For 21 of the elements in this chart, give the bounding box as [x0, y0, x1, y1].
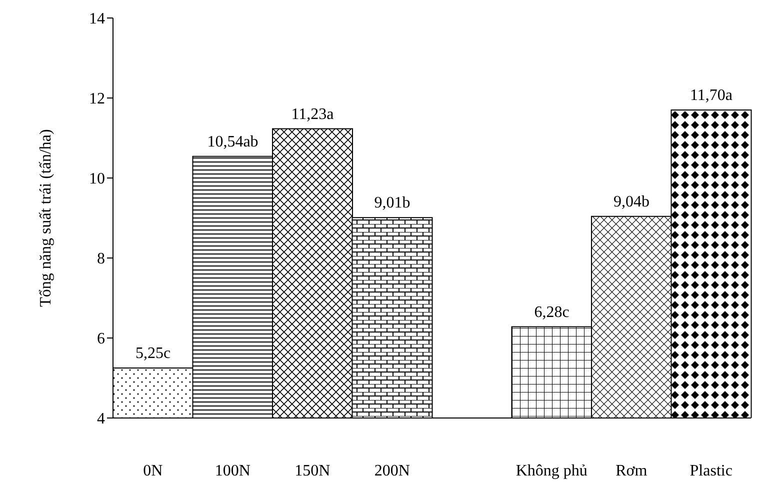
y-tick-label: 8	[97, 250, 105, 268]
data-label: 11,23a	[291, 106, 334, 123]
y-tick-label: 4	[97, 410, 105, 428]
data-label: 5,25c	[135, 345, 171, 362]
x-tick-label: Không phủ	[516, 462, 588, 480]
x-tick-label: Plastic	[690, 462, 732, 480]
data-label: 6,28c	[534, 304, 570, 321]
y-tick-label: 12	[89, 90, 105, 108]
data-label: 9,04b	[614, 193, 650, 210]
data-label: 11,70a	[690, 87, 733, 104]
y-tick-label: 14	[89, 10, 105, 28]
x-tick-label: 100N	[214, 462, 251, 480]
y-axis-title: Tổng năng suất trái (tấn/ha)	[38, 129, 55, 307]
x-tick-label: 0N	[143, 462, 164, 480]
y-tick-label: 6	[97, 330, 105, 348]
x-tick-label: Rơm	[616, 462, 648, 480]
x-tick-label: 150N	[294, 462, 331, 480]
data-label: 10,54ab	[207, 133, 258, 150]
x-tick-label: 200N	[374, 462, 410, 480]
data-label: 9,01b	[374, 194, 410, 212]
y-tick-label: 10	[89, 170, 105, 188]
